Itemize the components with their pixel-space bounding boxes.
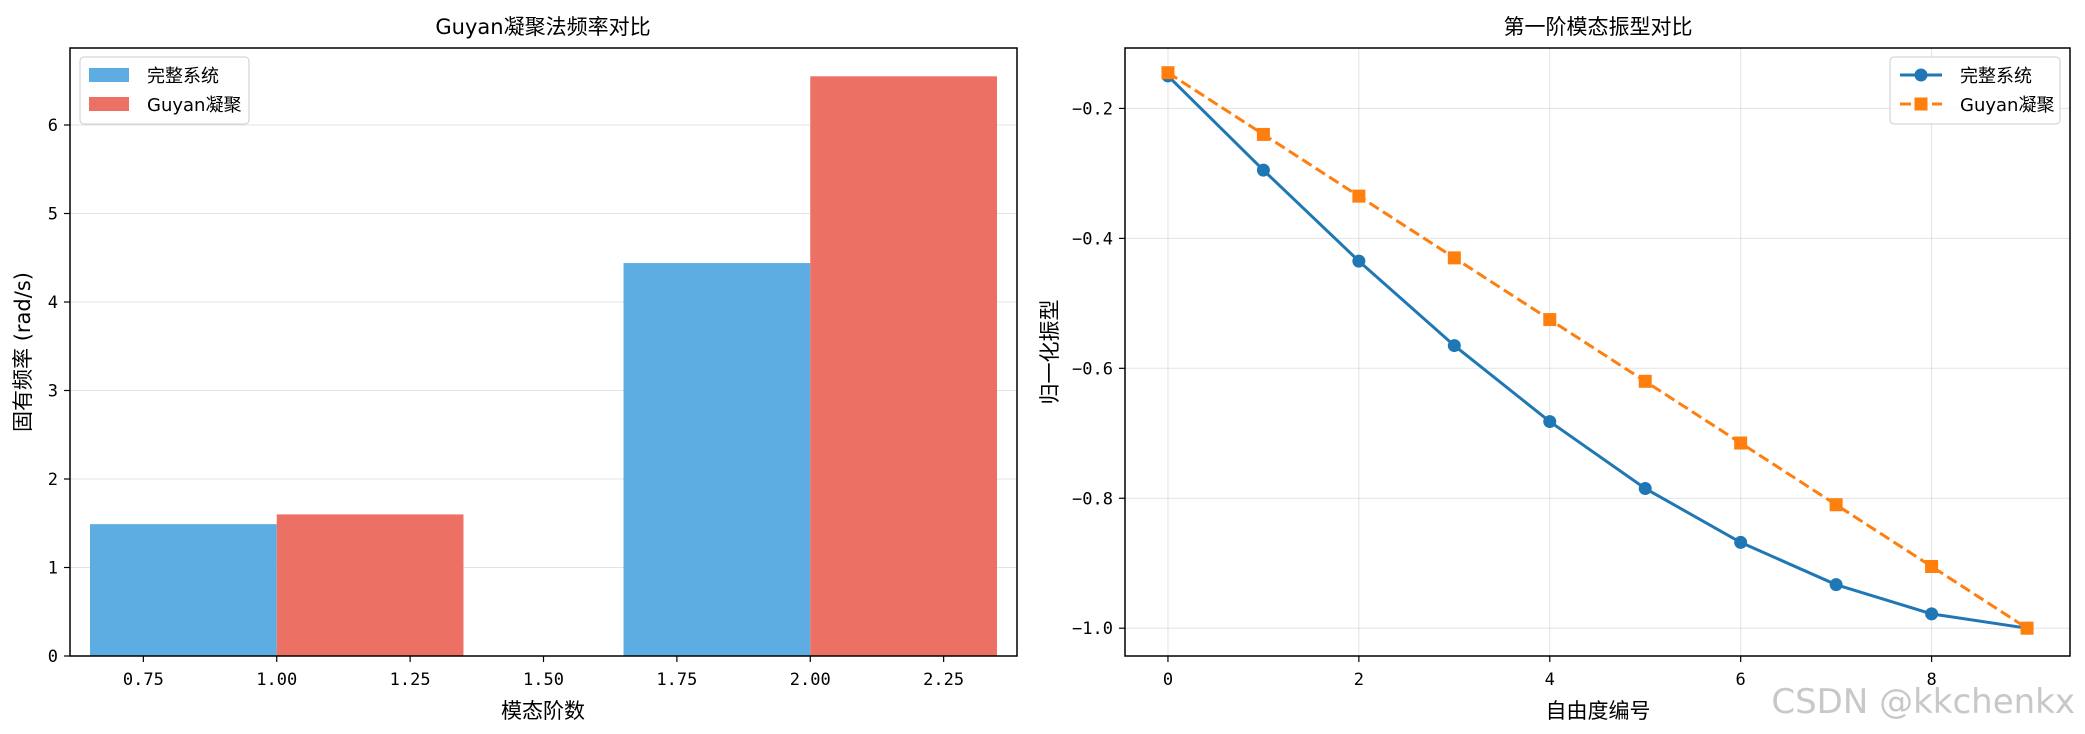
line-point-guyan xyxy=(1734,436,1748,450)
line-x-tick-label: 6 xyxy=(1736,670,1746,690)
line-y-tick-label: −0.2 xyxy=(1072,99,1113,119)
line-chart: 第一阶模态振型对比 0 2 4 6 8 −1.0 −0.8 −0.6 −0.4 −0.2 自由度… xyxy=(1038,15,2071,723)
line-legend-label-full: 完整系统 xyxy=(1960,66,2032,87)
bar-chart-y-label: 固有频率 (rad/s) xyxy=(11,272,35,432)
bar-guyan-mode-2 xyxy=(810,76,997,656)
bar-chart-title: Guyan凝聚法频率对比 xyxy=(435,15,650,39)
line-chart-series xyxy=(1161,66,2034,635)
bar-x-tick-label: 1.00 xyxy=(256,670,297,690)
line-x-tick-label: 8 xyxy=(1926,670,1936,690)
line-point-full xyxy=(1638,482,1652,496)
line-point-full xyxy=(1543,415,1557,429)
line-point-guyan xyxy=(1447,251,1461,265)
bar-chart-x-ticks: 0.75 1.00 1.25 1.50 1.75 2.00 2.25 xyxy=(123,656,964,690)
line-point-guyan xyxy=(2020,621,2034,635)
watermark: CSDN @kkchenkx xyxy=(1771,682,2075,722)
bar-y-tick-label: 5 xyxy=(48,204,58,224)
line-x-tick-label: 0 xyxy=(1163,670,1173,690)
bar-legend-label-guyan: Guyan凝聚 xyxy=(147,95,241,116)
bar-legend-swatch-full xyxy=(89,68,129,82)
line-legend-sample-full xyxy=(1900,68,1942,82)
bar-chart: Guyan凝聚法频率对比 0.75 1.00 1.25 1.50 1.75 2.00 2.2… xyxy=(11,15,1018,723)
line-x-tick-label: 4 xyxy=(1545,670,1555,690)
line-legend-marker xyxy=(1914,97,1928,111)
line-point-full xyxy=(1352,254,1366,268)
line-chart-title: 第一阶模态振型对比 xyxy=(1504,15,1693,39)
bar-legend-swatch-guyan xyxy=(89,97,129,111)
line-x-tick-label: 2 xyxy=(1354,670,1364,690)
line-chart-frame xyxy=(1124,47,2071,657)
line-chart-y-ticks: −1.0 −0.8 −0.6 −0.4 −0.2 xyxy=(1072,99,1125,639)
line-point-guyan xyxy=(1352,189,1366,203)
line-chart-x-label: 自由度编号 xyxy=(1546,699,1651,723)
line-legend-label-guyan: Guyan凝聚 xyxy=(1960,95,2054,116)
line-legend-marker xyxy=(1914,68,1928,82)
line-point-guyan xyxy=(1829,498,1843,512)
bar-guyan-mode-1 xyxy=(276,514,464,656)
line-chart-legend: 完整系统 Guyan凝聚 xyxy=(1889,56,2061,125)
line-point-full xyxy=(1734,535,1748,549)
bar-legend-label-full: 完整系统 xyxy=(147,66,219,87)
bar-x-tick-label: 2.00 xyxy=(790,670,831,690)
line-y-tick-label: −0.4 xyxy=(1072,229,1113,249)
line-point-guyan xyxy=(1543,313,1557,327)
line-point-full xyxy=(1925,607,1939,621)
bar-chart-y-ticks: 0 1 2 3 4 5 6 xyxy=(48,116,70,667)
line-chart-grid xyxy=(1125,48,2070,656)
line-y-tick-label: −0.6 xyxy=(1072,359,1113,379)
bar-x-tick-label: 0.75 xyxy=(123,670,164,690)
line-point-guyan xyxy=(1256,127,1270,141)
bar-y-tick-label: 1 xyxy=(48,558,58,578)
line-y-tick-label: −1.0 xyxy=(1072,619,1113,639)
bar-full-mode-2 xyxy=(623,263,811,656)
bar-x-tick-label: 1.75 xyxy=(656,670,697,690)
line-point-guyan xyxy=(1925,559,1939,573)
bar-y-tick-label: 3 xyxy=(48,381,58,401)
line-point-full xyxy=(1256,163,1270,177)
line-y-tick-label: −0.8 xyxy=(1072,489,1113,509)
bar-x-tick-label: 1.25 xyxy=(390,670,431,690)
line-point-full xyxy=(1447,339,1461,353)
bar-chart-legend: 完整系统 Guyan凝聚 xyxy=(79,56,250,125)
line-point-full xyxy=(1829,578,1843,592)
bar-y-tick-label: 0 xyxy=(48,647,58,667)
line-chart-y-label: 归一化振型 xyxy=(1038,300,1062,405)
line-point-guyan xyxy=(1161,66,1175,80)
line-chart-x-ticks: 0 2 4 6 8 xyxy=(1163,656,1937,690)
bar-y-tick-label: 6 xyxy=(48,116,58,136)
line-point-guyan xyxy=(1638,374,1652,388)
line-series-full xyxy=(1166,74,2028,630)
line-legend-sample-guyan xyxy=(1900,97,1942,111)
bar-y-tick-label: 2 xyxy=(48,470,58,490)
bar-chart-x-label: 模态阶数 xyxy=(501,699,585,723)
bar-y-tick-label: 4 xyxy=(48,293,58,313)
bar-x-tick-label: 2.25 xyxy=(923,670,964,690)
bar-x-tick-label: 1.50 xyxy=(523,670,564,690)
line-series-guyan xyxy=(1167,71,2028,630)
bar-full-mode-1 xyxy=(90,524,277,656)
bar-chart-bars xyxy=(90,76,997,656)
